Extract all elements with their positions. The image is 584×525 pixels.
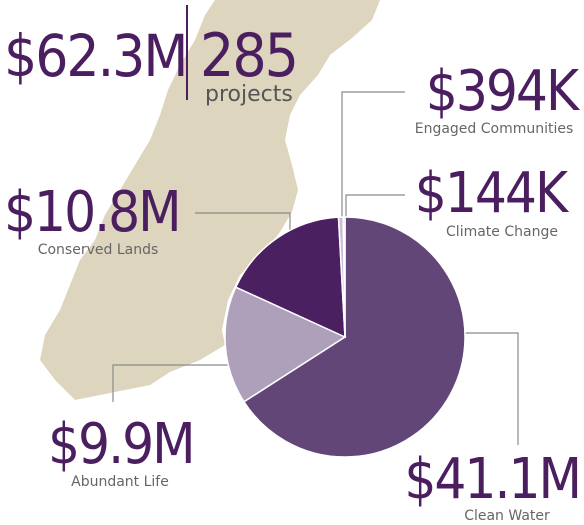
leader-line <box>458 332 519 445</box>
map-shape <box>40 0 380 400</box>
leader-line <box>112 364 232 402</box>
value-label: $9.9M <box>48 412 194 477</box>
category-label: Clean Water <box>464 508 550 524</box>
pie-slice <box>234 216 346 339</box>
project-label: projects <box>205 82 293 107</box>
leader-line <box>345 194 405 218</box>
total-label: $62.3M <box>4 22 186 90</box>
pie <box>224 216 466 458</box>
value-label: $41.1M <box>404 447 580 512</box>
value-label: $10.8M <box>4 180 180 245</box>
leader-line <box>195 212 291 232</box>
category-label: Climate Change <box>446 224 558 240</box>
category-label: Abundant Life <box>71 474 169 490</box>
project-count: 285 <box>200 21 297 91</box>
leader-lines <box>112 91 519 445</box>
pie-slice <box>342 216 346 338</box>
category-label: Engaged Communities <box>415 121 574 137</box>
pie-slice <box>224 286 347 403</box>
value-label: $144K <box>415 161 570 226</box>
value-label: $394K <box>426 59 581 124</box>
pie-slice <box>242 216 466 458</box>
leader-line <box>341 91 405 218</box>
category-label: Conserved Lands <box>38 242 159 258</box>
